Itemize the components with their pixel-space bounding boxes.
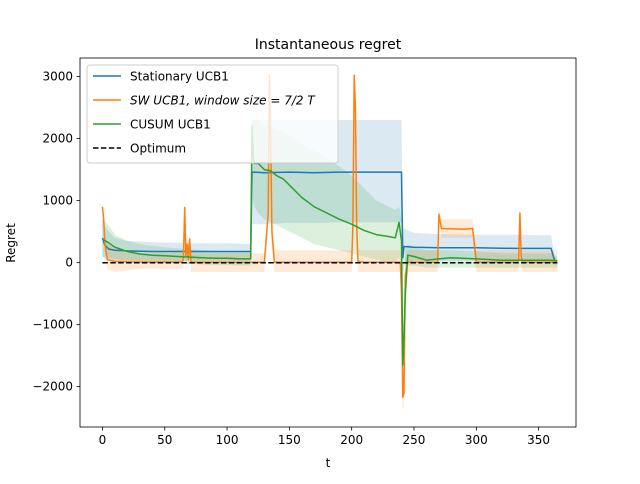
y-tick-label: 2000 [42, 132, 73, 146]
y-tick-label: −1000 [32, 318, 73, 332]
x-tick-label: 150 [278, 433, 301, 447]
band-stationary-ucb1 [102, 120, 558, 282]
x-axis-label: t [326, 456, 331, 470]
x-tick-label: 50 [157, 433, 172, 447]
y-tick-label: 0 [65, 256, 73, 270]
y-tick-label: 1000 [42, 194, 73, 208]
y-axis-label: Regret [4, 223, 18, 263]
plot-frame [79, 57, 577, 428]
series-line-stationary-ucb1 [101, 171, 558, 263]
x-tick-label: 250 [403, 433, 426, 447]
y-tick-label: 3000 [42, 70, 73, 84]
x-tick-label: 200 [340, 433, 363, 447]
series-line-cusum-ucb1 [102, 125, 558, 366]
legend-label-cusum-ucb1: CUSUM UCB1 [130, 118, 211, 132]
x-tick-label: 350 [527, 433, 550, 447]
chart-title: Instantaneous regret [255, 37, 402, 53]
y-tick-label: −2000 [32, 380, 73, 394]
legend: Stationary UCB1 SW UCB1, window size = 7/… [86, 64, 339, 164]
x-tick-label: 100 [216, 433, 239, 447]
x-tick-label: 300 [465, 433, 488, 447]
x-tick-label: 0 [99, 433, 107, 447]
legend-label-sw-ucb1-window-size-7-2-t: SW UCB1, window size = 7/2 T [130, 94, 316, 108]
axes: 0 50 100 150 200 250 300 350 −2000 −1000 0 1000 2000… [32, 57, 577, 447]
legend-box [86, 64, 339, 164]
series-lines [101, 73, 558, 398]
legend-label-stationary-ucb1: Stationary UCB1 [130, 70, 229, 84]
legend-label-optimum: Optimum [130, 142, 186, 156]
